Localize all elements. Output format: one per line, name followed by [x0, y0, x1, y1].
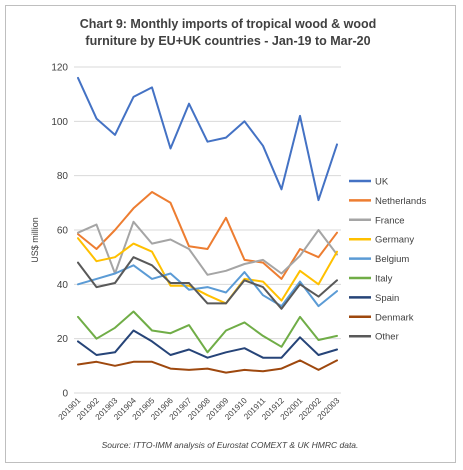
- source-note: Source: ITTO-IMM analysis of Eurostat CO…: [101, 440, 359, 450]
- legend-label-germany: Germany: [375, 235, 414, 246]
- y-tick-labels: 0 20 40 60 80 100 120: [51, 63, 68, 400]
- series-line-netherlands: [77, 191, 338, 280]
- chart-title-line-2: furniture by EU+UK countries - Jan-19 to…: [85, 34, 371, 48]
- legend: UK Netherlands France Germany Belgium Italy Sp…: [349, 177, 426, 343]
- x-tick-labels: 2019012019022019032019042019052019062019…: [57, 396, 342, 422]
- legend-label-spain: Spain: [375, 293, 399, 304]
- series-line-other: [77, 256, 338, 310]
- legend-label-other: Other: [375, 332, 399, 343]
- legend-label-france: France: [375, 215, 405, 226]
- legend-label-netherlands: Netherlands: [375, 196, 426, 207]
- y-axis-label: US$ million: [30, 217, 40, 263]
- y-tick-label: 120: [51, 63, 68, 74]
- legend-label-denmark: Denmark: [375, 312, 414, 323]
- series-line-italy: [77, 310, 338, 354]
- series-line-germany: [77, 237, 338, 305]
- legend-label-uk: UK: [375, 177, 389, 188]
- legend-label-belgium: Belgium: [375, 254, 409, 265]
- series-line-uk: [77, 76, 338, 202]
- y-tick-label: 60: [57, 226, 69, 237]
- y-tick-label: 0: [62, 389, 68, 400]
- gridlines: [74, 66, 341, 394]
- y-tick-label: 20: [57, 334, 69, 345]
- series-lines: [77, 76, 338, 374]
- series-line-france: [77, 220, 338, 276]
- y-tick-label: 80: [57, 171, 69, 182]
- series-line-spain: [77, 329, 338, 359]
- y-tick-label: 40: [57, 280, 69, 291]
- chart-title-line-1: Chart 9: Monthly imports of tropical woo…: [79, 17, 377, 31]
- legend-label-italy: Italy: [375, 274, 393, 285]
- series-line-denmark: [77, 359, 338, 374]
- chart-title: Chart 9: Monthly imports of tropical woo…: [38, 16, 418, 50]
- y-tick-label: 100: [51, 117, 68, 128]
- series-line-belgium: [77, 264, 338, 308]
